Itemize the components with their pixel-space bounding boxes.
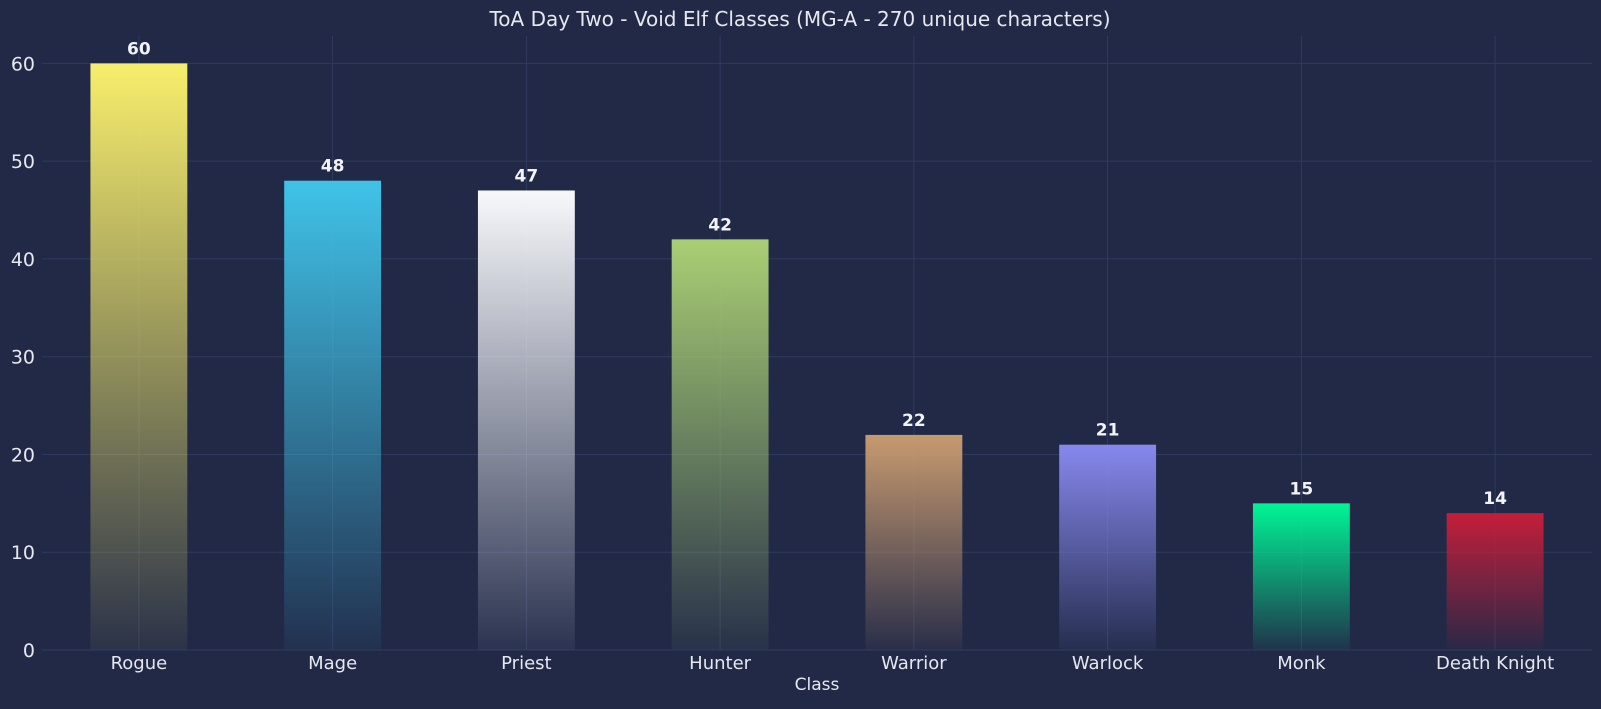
bars-group [90,63,1544,651]
value-label: 15 [1290,479,1314,499]
bar-monk [1252,503,1350,650]
x-tick-label: Death Knight [1436,653,1554,674]
value-label: 48 [321,157,345,177]
value-label: 22 [902,411,926,431]
x-tick-label: Priest [501,653,551,674]
x-tick-label: Warlock [1072,653,1144,674]
bar-rogue [90,63,188,651]
y-tick-label: 50 [11,151,35,173]
x-tick-label: Warrior [881,653,947,674]
chart-title: ToA Day Two - Void Elf Classes (MG-A - 2… [488,7,1110,31]
y-tick-label: 60 [11,53,35,75]
y-tick-label: 40 [11,249,35,271]
value-label: 21 [1096,421,1120,441]
value-label: 60 [127,39,151,59]
bar-death-knight [1446,513,1544,650]
bar-warrior [865,434,963,650]
value-label: 42 [708,215,732,235]
value-label: 14 [1483,489,1507,509]
y-tick-label: 30 [11,347,35,369]
grid-layer [42,36,1592,651]
bar-priest [477,190,575,650]
y-tick-label: 0 [23,640,35,662]
x-tick-label: Monk [1277,653,1326,674]
bar-mage [284,180,382,651]
y-tick-label: 10 [11,542,35,564]
bar-hunter [671,239,769,651]
x-tick-label: Rogue [111,653,168,674]
x-tick-label: Mage [308,653,357,674]
x-tick-label: Hunter [689,653,751,674]
x-axis-label: Class [795,675,840,695]
labels-group: 0 10 20 30 40 50 60 60 Rogue 48 Mage 47 Priest 42 Hunt… [11,39,1554,674]
y-tick-label: 20 [11,444,35,466]
bar-warlock [1059,444,1157,650]
value-label: 47 [515,166,539,186]
